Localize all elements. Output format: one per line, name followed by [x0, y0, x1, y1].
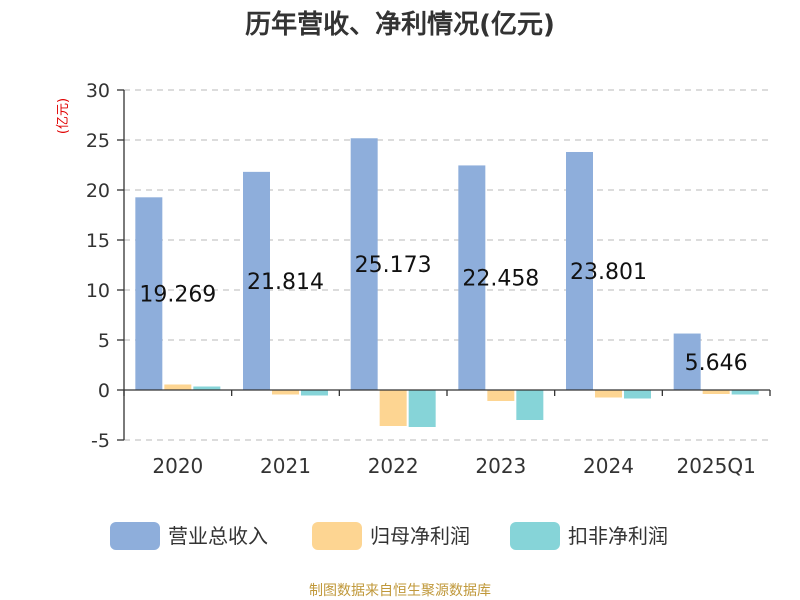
bar: [379, 390, 407, 426]
legend[interactable]: 营业总收入 归母净利润 扣非净利润: [110, 522, 668, 550]
gridlines: [124, 89, 770, 441]
x-tick-label: 2020: [152, 454, 203, 478]
y-tick-label: 30: [86, 80, 110, 102]
bar: [301, 390, 328, 396]
bar: [595, 390, 622, 398]
legend-label: 归母净利润: [370, 524, 470, 548]
data-label: 21.814: [247, 270, 324, 295]
bar: [408, 390, 436, 427]
bars: [135, 138, 759, 427]
y-tick-label: 25: [86, 130, 110, 152]
y-axis-unit-label: (亿元): [56, 98, 71, 134]
bar: [193, 386, 221, 390]
legend-swatch: [312, 522, 362, 550]
bar: [458, 165, 486, 390]
data-label: 19.269: [139, 283, 216, 308]
y-tick-label: 20: [86, 180, 110, 202]
legend-item[interactable]: 营业总收入: [110, 522, 268, 550]
source-note: 制图数据来自恒生聚源数据库: [309, 583, 491, 599]
data-label: 5.646: [685, 351, 748, 376]
y-tick-label: -5: [91, 430, 110, 452]
bar: [566, 151, 593, 390]
bar: [164, 384, 192, 390]
data-labels: 19.269 21.814 25.173 22.458 23.801 5.646: [139, 253, 747, 376]
x-axis-ticks: 2020 2021 2022 2023 2024 2025Q1: [123, 390, 771, 478]
x-tick-label: 2024: [583, 454, 634, 478]
legend-label: 扣非净利润: [568, 524, 668, 548]
bar: [516, 390, 544, 420]
x-tick-label: 2022: [368, 454, 419, 478]
chart-title: 历年营收、净利情况(亿元): [245, 9, 555, 40]
legend-label: 营业总收入: [168, 524, 268, 548]
x-tick-label: 2021: [260, 454, 311, 478]
axes: [123, 90, 770, 440]
legend-swatch: [110, 522, 160, 550]
data-label: 22.458: [462, 267, 539, 292]
bar: [135, 197, 163, 390]
legend-swatch: [510, 522, 560, 550]
bar: [272, 390, 299, 395]
legend-item[interactable]: 扣非净利润: [510, 522, 668, 550]
y-tick-label: 5: [98, 330, 110, 352]
x-tick-label: 2023: [475, 454, 526, 478]
bar: [487, 390, 515, 401]
bar: [673, 333, 701, 390]
x-tick-label: 2025Q1: [676, 454, 755, 478]
y-axis-ticks: 30 25 20 15 10 5 0 -5: [86, 80, 124, 452]
legend-item[interactable]: 归母净利润: [312, 522, 470, 550]
y-tick-label: 15: [86, 230, 110, 252]
bar: [624, 390, 651, 399]
y-tick-label: 0: [98, 380, 110, 402]
bar: [731, 390, 759, 395]
bar: [702, 390, 730, 394]
bar: [350, 138, 378, 390]
data-label: 25.173: [355, 253, 432, 278]
data-label: 23.801: [570, 260, 647, 285]
bar: [243, 171, 270, 390]
y-tick-label: 10: [86, 280, 110, 302]
